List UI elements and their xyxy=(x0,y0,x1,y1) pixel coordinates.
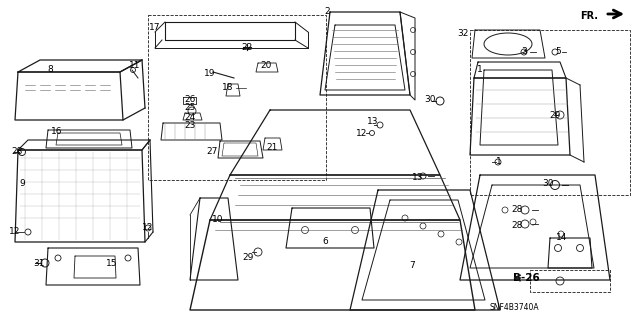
Text: 22: 22 xyxy=(241,42,253,51)
Text: B-26: B-26 xyxy=(513,273,540,283)
Text: 27: 27 xyxy=(206,146,218,155)
Text: 18: 18 xyxy=(222,83,234,92)
Text: 20: 20 xyxy=(260,62,272,70)
Bar xyxy=(470,30,630,195)
Text: 30: 30 xyxy=(542,180,554,189)
Text: 13: 13 xyxy=(367,117,379,127)
Text: 30: 30 xyxy=(424,94,436,103)
Text: SNF4B3740A: SNF4B3740A xyxy=(490,303,540,313)
Text: 16: 16 xyxy=(51,128,63,137)
Text: 1: 1 xyxy=(496,158,502,167)
Text: 9: 9 xyxy=(19,179,25,188)
Text: 15: 15 xyxy=(106,258,118,268)
Text: 12: 12 xyxy=(356,129,368,137)
Text: 24: 24 xyxy=(184,113,196,122)
Text: 23: 23 xyxy=(184,122,196,130)
Text: 14: 14 xyxy=(556,234,568,242)
Text: 31: 31 xyxy=(33,258,45,268)
Text: 32: 32 xyxy=(458,28,468,38)
Text: 12: 12 xyxy=(142,222,154,232)
Text: 21: 21 xyxy=(266,143,278,152)
Text: 29: 29 xyxy=(243,254,253,263)
Text: 25: 25 xyxy=(184,103,196,113)
Text: 13: 13 xyxy=(412,173,424,182)
Text: 28: 28 xyxy=(511,205,523,214)
Text: 8: 8 xyxy=(47,64,53,73)
Text: 5: 5 xyxy=(555,47,561,56)
Text: 3: 3 xyxy=(521,48,527,56)
Text: 10: 10 xyxy=(212,216,224,225)
Text: 26: 26 xyxy=(184,94,196,103)
Text: 7: 7 xyxy=(409,262,415,271)
Bar xyxy=(530,270,610,292)
Text: 19: 19 xyxy=(204,69,216,78)
Text: 2: 2 xyxy=(324,6,330,16)
Text: 28: 28 xyxy=(12,146,22,155)
Bar xyxy=(148,15,326,180)
Text: 17: 17 xyxy=(149,23,161,32)
Text: 28: 28 xyxy=(511,220,523,229)
Text: FR.: FR. xyxy=(580,11,598,21)
Text: 6: 6 xyxy=(322,236,328,246)
Text: 29: 29 xyxy=(549,112,561,121)
Text: 11: 11 xyxy=(129,62,141,70)
Text: 12: 12 xyxy=(10,226,20,235)
Text: 1: 1 xyxy=(477,64,483,73)
